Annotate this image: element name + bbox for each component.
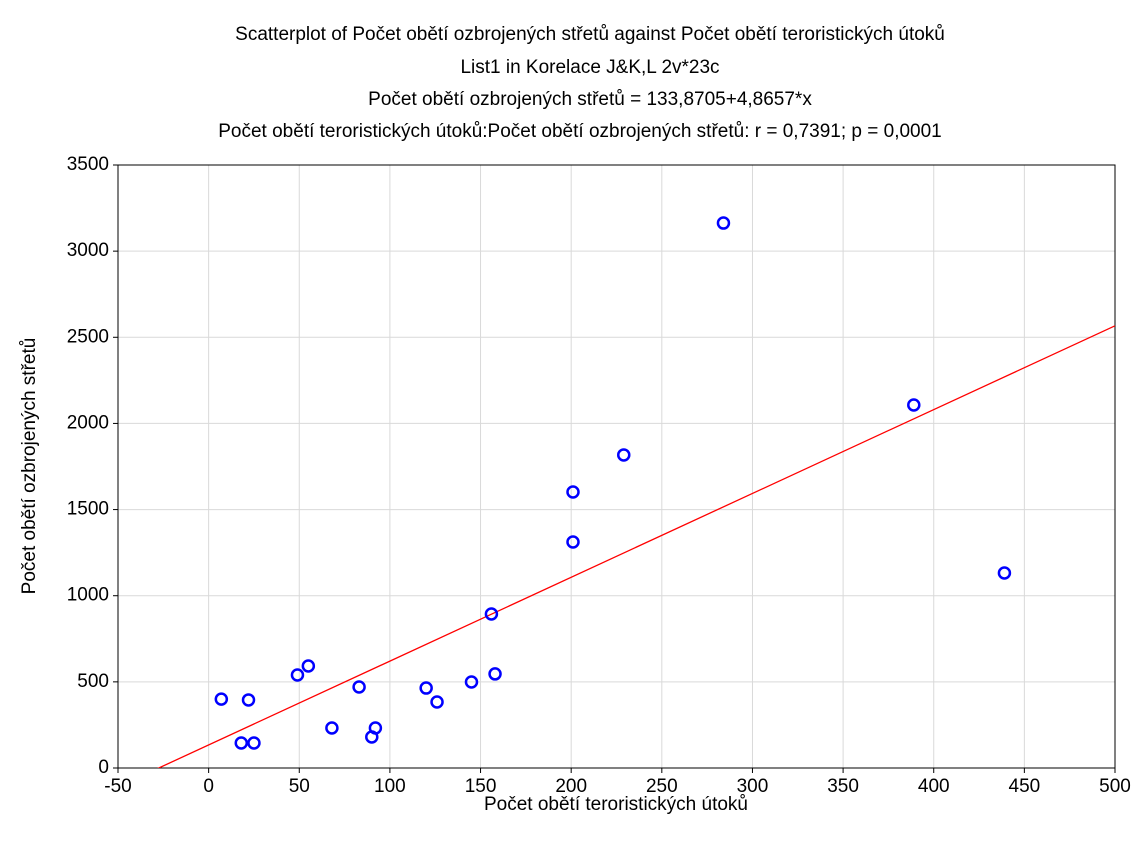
point <box>997 566 1012 580</box>
x-tick-label: 0 <box>203 776 214 797</box>
point <box>214 692 229 706</box>
fit-line <box>157 325 1115 768</box>
x-tick-label: 250 <box>646 776 678 797</box>
point <box>234 736 249 750</box>
x-tick-label: 500 <box>1099 776 1131 797</box>
point <box>430 695 444 709</box>
x-tick-label: 350 <box>827 776 859 797</box>
point <box>907 398 921 412</box>
point <box>566 485 580 499</box>
point <box>325 721 339 735</box>
y-tick-label: 0 <box>98 757 109 778</box>
point <box>464 675 479 689</box>
x-tick-label: 450 <box>1009 776 1041 797</box>
y-tick-label: 2500 <box>67 326 109 347</box>
point <box>484 607 499 621</box>
x-tick-label: 200 <box>555 776 587 797</box>
y-axis-label: Počet obětí ozbrojených střetů <box>19 338 40 595</box>
point <box>301 659 316 673</box>
point <box>617 448 631 462</box>
point <box>566 535 580 549</box>
y-tick-label: 3000 <box>67 240 109 261</box>
point <box>368 721 383 735</box>
x-tick-label: 300 <box>737 776 769 797</box>
x-tick-label: 400 <box>918 776 950 797</box>
y-tick-label: 1500 <box>67 499 109 520</box>
point <box>247 736 261 750</box>
x-tick-label: 150 <box>465 776 497 797</box>
chart-title: Scatterplot of Počet obětí ozbrojených s… <box>235 24 945 45</box>
chart-subtitle: List1 in Korelace J&K,L 2v*23c <box>460 57 719 78</box>
plot-frame <box>117 164 1116 769</box>
point <box>419 681 433 695</box>
y-tick-label: 2000 <box>67 412 109 433</box>
y-tick-label: 1000 <box>67 585 109 606</box>
point <box>241 693 256 707</box>
x-tick-label: -50 <box>104 776 131 797</box>
correlation: Počet obětí teroristických útoků:Počet o… <box>218 121 941 142</box>
x-axis-label: Počet obětí teroristických útoků <box>484 794 748 815</box>
point <box>488 667 502 681</box>
equation: Počet obětí ozbrojených střetů = 133,870… <box>368 89 812 110</box>
x-tick-label: 100 <box>374 776 406 797</box>
point <box>290 668 305 682</box>
y-tick-label: 500 <box>77 671 109 692</box>
point <box>716 216 731 230</box>
x-tick-label: 50 <box>289 776 310 797</box>
point <box>352 680 366 694</box>
y-tick-label: 3500 <box>67 154 109 175</box>
